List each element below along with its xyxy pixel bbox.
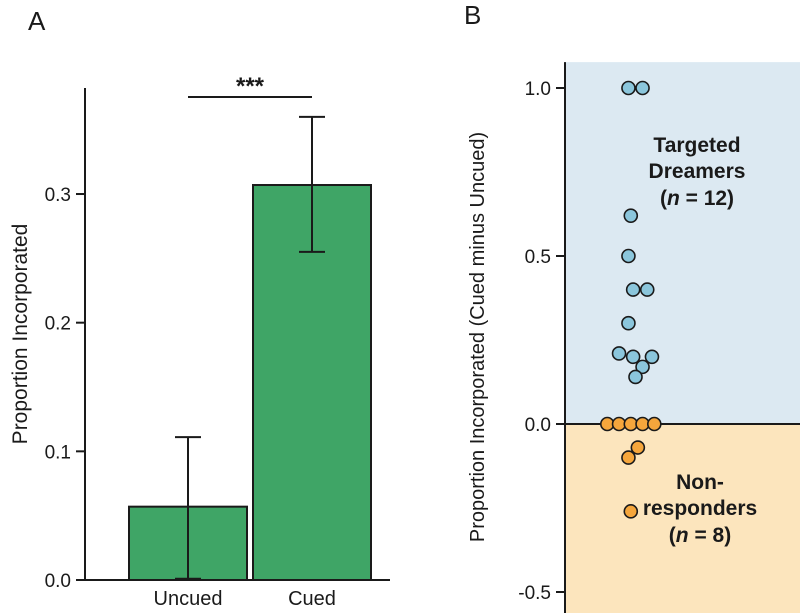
panel-a-label: A <box>28 6 46 36</box>
non-responders-region <box>565 424 800 613</box>
series-label-line: (n = 12) <box>660 187 734 210</box>
data-point-targeted-dreamers <box>635 80 650 96</box>
y-tick-label: 0.0 <box>45 571 71 592</box>
data-point-non-responders <box>623 504 639 519</box>
series-label-line: Non- <box>676 471 724 494</box>
y-tick-label: 1.0 <box>525 79 551 100</box>
y-tick-label: 0.0 <box>525 415 551 436</box>
x-category-label: Cued <box>288 588 336 610</box>
y-tick-label: 0.3 <box>45 185 71 206</box>
data-point-targeted-dreamers <box>639 282 655 297</box>
data-point-non-responders <box>630 440 646 455</box>
dot-plot-panel-b: 1.0 0.5 0.0 -0.5 Proportion Incorporated (Cu… <box>467 62 800 613</box>
y-axis-title: Proportion Incorporated <box>9 224 32 445</box>
data-point-targeted-dreamers <box>628 369 643 385</box>
data-point-targeted-dreamers <box>621 315 636 331</box>
data-point-targeted-dreamers <box>621 80 636 96</box>
y-tick-label: 0.5 <box>525 247 551 268</box>
data-point-non-responders <box>647 416 662 432</box>
y-axis-title: Proportion Incorporated (Cued minus Uncu… <box>467 132 489 542</box>
data-point-targeted-dreamers <box>623 208 639 223</box>
significance-stars: *** <box>236 73 265 100</box>
series-label-line: (n = 8) <box>669 524 731 547</box>
y-tick-label: 0.2 <box>45 314 71 335</box>
series-label-line: Dreamers <box>649 160 746 183</box>
data-point-targeted-dreamers <box>635 359 650 375</box>
data-point-targeted-dreamers <box>621 248 636 264</box>
targeted-dreamers-region <box>565 62 800 425</box>
data-point-targeted-dreamers <box>644 349 660 365</box>
series-label-line: Targeted <box>653 134 740 157</box>
y-tick-label: 0.1 <box>45 442 71 463</box>
panel-b-label: B <box>464 0 482 30</box>
data-point-non-responders <box>621 450 636 465</box>
data-point-targeted-dreamers <box>625 282 641 297</box>
x-category-label: Uncued <box>154 588 223 610</box>
data-point-targeted-dreamers <box>625 349 641 365</box>
y-tick-label: -0.5 <box>518 583 551 604</box>
data-point-targeted-dreamers <box>611 346 627 361</box>
bar-chart-panel-a: 0.0 0.1 0.2 0.3 Proportion Incorporated Uncue… <box>9 73 390 610</box>
series-label-line: responders <box>643 497 757 520</box>
